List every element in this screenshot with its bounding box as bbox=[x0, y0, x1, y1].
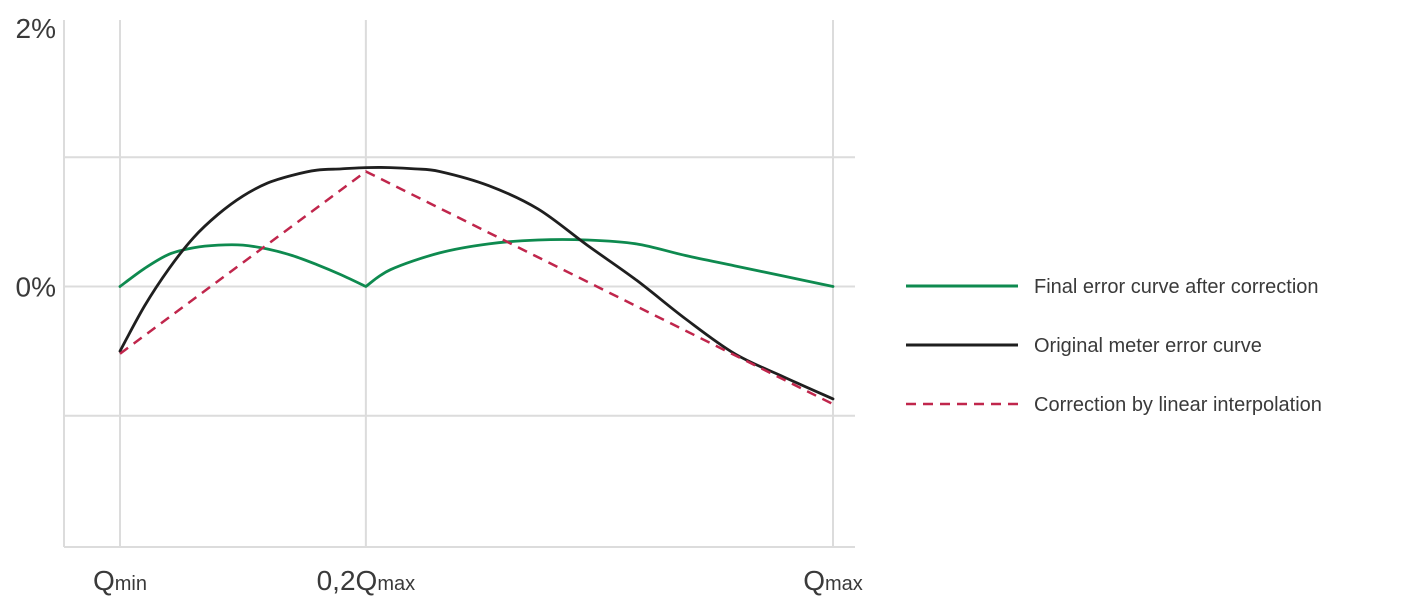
y-tick-labels: 2% 0% bbox=[16, 13, 56, 303]
grid bbox=[63, 20, 855, 548]
y-tick-label-0: 2% bbox=[16, 13, 56, 44]
legend-label-2: Correction by linear interpolation bbox=[1034, 394, 1322, 416]
series-line-2 bbox=[119, 170, 834, 406]
x-tick-label-1: 0,2Qmax bbox=[317, 565, 416, 596]
series-line-1 bbox=[118, 166, 835, 401]
x-tick-labels: Qmin 0,2Qmax Qmax bbox=[93, 565, 863, 596]
series-line-0 bbox=[118, 238, 835, 288]
y-tick-label-2: 0% bbox=[16, 272, 56, 303]
x-tick-base-1: 0,2Q bbox=[317, 565, 378, 596]
x-tick-sub-1: max bbox=[377, 573, 415, 595]
series-lines bbox=[118, 166, 835, 406]
legend-label-1: Original meter error curve bbox=[1034, 335, 1262, 357]
legend-label-0: Final error curve after correction bbox=[1034, 276, 1319, 298]
x-tick-sub-2: max bbox=[825, 573, 863, 595]
x-tick-base-0: Q bbox=[93, 565, 115, 596]
x-tick-base-2: Q bbox=[803, 565, 825, 596]
x-tick-label-0: Qmin bbox=[93, 565, 147, 596]
legend: Final error curve after correction Origin… bbox=[906, 276, 1322, 416]
x-tick-label-2: Qmax bbox=[803, 565, 863, 596]
x-tick-sub-0: min bbox=[115, 573, 147, 595]
